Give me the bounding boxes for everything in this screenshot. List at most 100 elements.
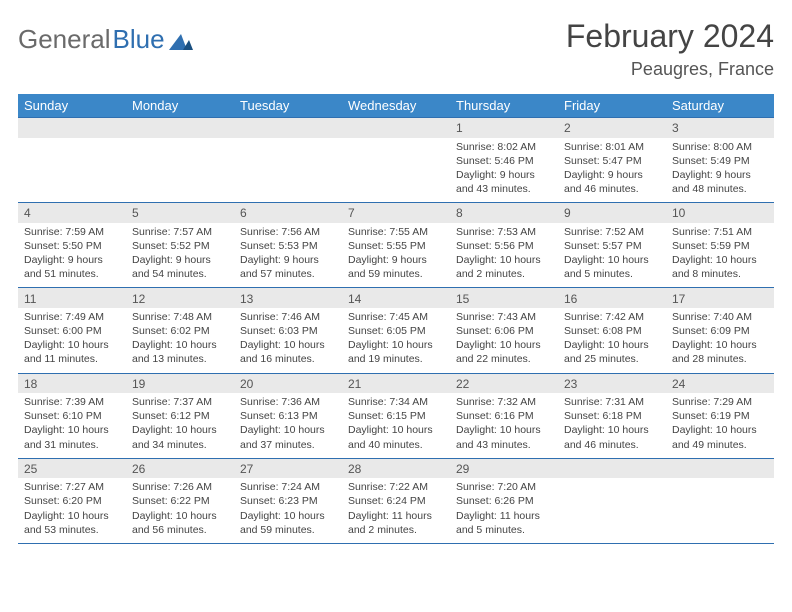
date-cell: 18 [18, 373, 126, 393]
daylight-text: Daylight: 10 hours and 11 minutes. [24, 338, 120, 366]
sunrise-text: Sunrise: 7:56 AM [240, 225, 336, 239]
calendar-table: Sunday Monday Tuesday Wednesday Thursday… [18, 94, 774, 544]
sunset-text: Sunset: 5:46 PM [456, 154, 552, 168]
day-cell: Sunrise: 7:32 AMSunset: 6:16 PMDaylight:… [450, 393, 558, 458]
day-header: Wednesday [342, 94, 450, 118]
sunset-text: Sunset: 5:57 PM [564, 239, 660, 253]
day-cell: Sunrise: 7:29 AMSunset: 6:19 PMDaylight:… [666, 393, 774, 458]
sunset-text: Sunset: 6:00 PM [24, 324, 120, 338]
sunrise-text: Sunrise: 7:29 AM [672, 395, 768, 409]
date-cell: 5 [126, 203, 234, 223]
sunset-text: Sunset: 6:16 PM [456, 409, 552, 423]
sunrise-text: Sunrise: 7:27 AM [24, 480, 120, 494]
sunrise-text: Sunrise: 7:42 AM [564, 310, 660, 324]
day-cell: Sunrise: 7:56 AMSunset: 5:53 PMDaylight:… [234, 223, 342, 288]
day-cell: Sunrise: 7:26 AMSunset: 6:22 PMDaylight:… [126, 478, 234, 543]
daylight-text: Daylight: 10 hours and 56 minutes. [132, 509, 228, 537]
date-cell: 8 [450, 203, 558, 223]
daylight-text: Daylight: 10 hours and 16 minutes. [240, 338, 336, 366]
daylight-text: Daylight: 10 hours and 40 minutes. [348, 423, 444, 451]
day-header: Saturday [666, 94, 774, 118]
day-header-row: Sunday Monday Tuesday Wednesday Thursday… [18, 94, 774, 118]
day-cell: Sunrise: 7:55 AMSunset: 5:55 PMDaylight:… [342, 223, 450, 288]
date-cell [234, 118, 342, 138]
sunset-text: Sunset: 6:02 PM [132, 324, 228, 338]
day-cell [666, 478, 774, 543]
sunset-text: Sunset: 6:05 PM [348, 324, 444, 338]
sunrise-text: Sunrise: 7:45 AM [348, 310, 444, 324]
date-row: 18192021222324 [18, 373, 774, 393]
day-cell: Sunrise: 7:49 AMSunset: 6:00 PMDaylight:… [18, 308, 126, 373]
daylight-text: Daylight: 10 hours and 2 minutes. [456, 253, 552, 281]
day-header: Thursday [450, 94, 558, 118]
daylight-text: Daylight: 10 hours and 22 minutes. [456, 338, 552, 366]
day-cell: Sunrise: 7:51 AMSunset: 5:59 PMDaylight:… [666, 223, 774, 288]
sunset-text: Sunset: 6:22 PM [132, 494, 228, 508]
date-cell: 7 [342, 203, 450, 223]
sunrise-text: Sunrise: 8:02 AM [456, 140, 552, 154]
day-cell [234, 138, 342, 203]
sunset-text: Sunset: 6:03 PM [240, 324, 336, 338]
day-cell [558, 478, 666, 543]
daylight-text: Daylight: 10 hours and 59 minutes. [240, 509, 336, 537]
sunset-text: Sunset: 5:50 PM [24, 239, 120, 253]
date-cell: 9 [558, 203, 666, 223]
day-cell: Sunrise: 7:34 AMSunset: 6:15 PMDaylight:… [342, 393, 450, 458]
sunrise-text: Sunrise: 7:24 AM [240, 480, 336, 494]
date-cell: 27 [234, 458, 342, 478]
daylight-text: Daylight: 10 hours and 31 minutes. [24, 423, 120, 451]
day-cell: Sunrise: 7:36 AMSunset: 6:13 PMDaylight:… [234, 393, 342, 458]
day-cell: Sunrise: 7:31 AMSunset: 6:18 PMDaylight:… [558, 393, 666, 458]
daylight-text: Daylight: 10 hours and 25 minutes. [564, 338, 660, 366]
date-row: 11121314151617 [18, 288, 774, 308]
sunrise-text: Sunrise: 7:39 AM [24, 395, 120, 409]
sunrise-text: Sunrise: 8:00 AM [672, 140, 768, 154]
daylight-text: Daylight: 10 hours and 46 minutes. [564, 423, 660, 451]
sunrise-text: Sunrise: 7:22 AM [348, 480, 444, 494]
sunrise-text: Sunrise: 7:32 AM [456, 395, 552, 409]
day-cell: Sunrise: 7:45 AMSunset: 6:05 PMDaylight:… [342, 308, 450, 373]
date-cell: 10 [666, 203, 774, 223]
date-cell: 14 [342, 288, 450, 308]
data-row: Sunrise: 7:39 AMSunset: 6:10 PMDaylight:… [18, 393, 774, 458]
sunrise-text: Sunrise: 7:55 AM [348, 225, 444, 239]
data-row: Sunrise: 7:59 AMSunset: 5:50 PMDaylight:… [18, 223, 774, 288]
date-cell: 6 [234, 203, 342, 223]
date-cell: 17 [666, 288, 774, 308]
sunrise-text: Sunrise: 8:01 AM [564, 140, 660, 154]
sunrise-text: Sunrise: 7:36 AM [240, 395, 336, 409]
sunset-text: Sunset: 5:56 PM [456, 239, 552, 253]
date-cell: 29 [450, 458, 558, 478]
daylight-text: Daylight: 10 hours and 53 minutes. [24, 509, 120, 537]
page-header: GeneralBlue February 2024 Peaugres, Fran… [18, 18, 774, 80]
daylight-text: Daylight: 9 hours and 46 minutes. [564, 168, 660, 196]
date-cell: 25 [18, 458, 126, 478]
day-header: Monday [126, 94, 234, 118]
date-cell: 22 [450, 373, 558, 393]
daylight-text: Daylight: 9 hours and 59 minutes. [348, 253, 444, 281]
logo-text-gray: General [18, 24, 111, 55]
date-cell: 1 [450, 118, 558, 138]
daylight-text: Daylight: 9 hours and 48 minutes. [672, 168, 768, 196]
day-header: Sunday [18, 94, 126, 118]
sunset-text: Sunset: 6:26 PM [456, 494, 552, 508]
daylight-text: Daylight: 9 hours and 54 minutes. [132, 253, 228, 281]
day-cell: Sunrise: 7:59 AMSunset: 5:50 PMDaylight:… [18, 223, 126, 288]
daylight-text: Daylight: 10 hours and 43 minutes. [456, 423, 552, 451]
date-cell: 12 [126, 288, 234, 308]
sunset-text: Sunset: 5:49 PM [672, 154, 768, 168]
date-cell [666, 458, 774, 478]
sunrise-text: Sunrise: 7:53 AM [456, 225, 552, 239]
sunrise-text: Sunrise: 7:37 AM [132, 395, 228, 409]
date-cell: 19 [126, 373, 234, 393]
daylight-text: Daylight: 9 hours and 43 minutes. [456, 168, 552, 196]
sunrise-text: Sunrise: 7:26 AM [132, 480, 228, 494]
date-row: 2526272829 [18, 458, 774, 478]
day-cell: Sunrise: 7:53 AMSunset: 5:56 PMDaylight:… [450, 223, 558, 288]
day-cell: Sunrise: 7:46 AMSunset: 6:03 PMDaylight:… [234, 308, 342, 373]
sunset-text: Sunset: 6:15 PM [348, 409, 444, 423]
sunset-text: Sunset: 6:24 PM [348, 494, 444, 508]
location-label: Peaugres, France [566, 59, 774, 80]
data-row: Sunrise: 8:02 AMSunset: 5:46 PMDaylight:… [18, 138, 774, 203]
sunset-text: Sunset: 6:20 PM [24, 494, 120, 508]
